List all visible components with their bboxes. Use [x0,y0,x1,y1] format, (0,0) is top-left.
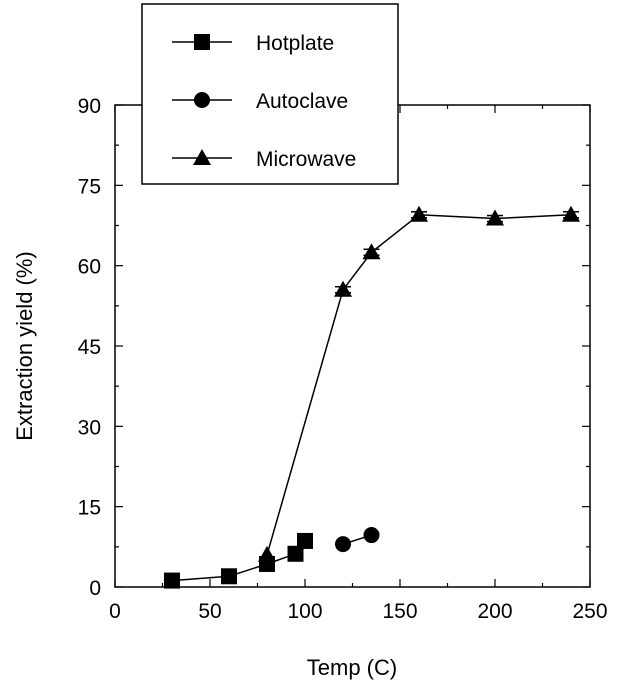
series-autoclave [335,527,380,553]
point-microwave [410,205,428,222]
legend-box [141,3,399,185]
point-hotplate [297,532,313,549]
legend-marker-hotplate [194,34,210,50]
y-tick-label: 75 [78,175,101,198]
legend-marker-microwave [193,149,211,165]
legend-item-autoclave: Autoclave [172,90,348,113]
series-hotplate [164,532,313,589]
point-microwave [362,243,381,260]
legend-marker-autoclave [194,92,210,108]
series-layer [164,205,580,589]
x-tick-label: 50 [198,600,221,623]
axis-tick-labels: 0 50 100 150 200 250 0 15 30 45 60 75 90 [78,95,608,623]
y-tick-label: 15 [78,497,101,520]
point-microwave [486,209,504,226]
series-line-microwave [266,214,572,556]
legend-label: Autoclave [256,90,348,113]
x-tick-label: 100 [287,600,322,623]
legend-item-hotplate: Hotplate [172,32,334,55]
legend-item-microwave: Microwave [172,148,356,171]
y-tick-label: 45 [78,336,101,359]
y-axis-title: Extraction yield (%) [12,251,37,441]
x-axis-title: Temp (C) [307,655,397,680]
legend: Hotplate Autoclave Microwave [141,3,399,185]
y-tick-label: 60 [78,256,101,279]
point-microwave [562,205,580,222]
x-tick-label: 150 [382,600,417,623]
point-autoclave [335,536,351,553]
point-microwave [334,280,352,297]
x-tick-label: 200 [477,600,512,623]
series-microwave [258,205,580,562]
series-line-hotplate [171,540,306,582]
point-hotplate [221,568,237,585]
point-microwave [258,545,276,562]
x-tick-label: 250 [572,600,607,623]
legend-label: Microwave [256,148,356,171]
point-autoclave [363,527,380,544]
x-tick-label: 0 [109,600,121,623]
y-tick-label: 90 [78,95,101,118]
point-hotplate [287,545,304,562]
legend-label: Hotplate [256,32,334,55]
y-tick-label: 30 [78,416,101,439]
y-tick-label: 0 [89,577,101,600]
point-hotplate [164,572,180,589]
legend-items: Hotplate Autoclave Microwave [172,32,356,171]
